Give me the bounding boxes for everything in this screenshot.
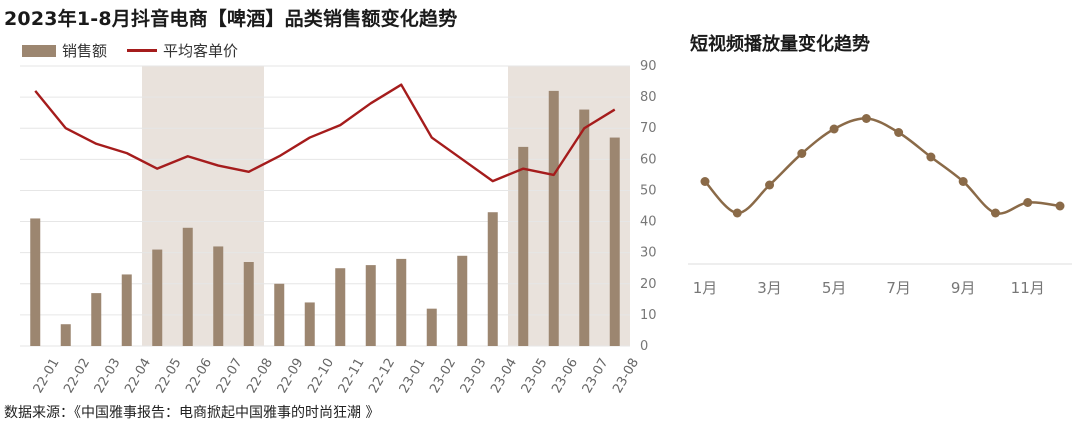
bar-23-04	[487, 212, 498, 346]
y-tick-label: 10	[640, 308, 657, 323]
x-tick-label: 22-06	[183, 356, 215, 396]
right-x-tick-label: 1月	[693, 279, 718, 297]
legend-line-label: 平均客单价	[163, 42, 239, 60]
bar-22-08	[243, 262, 254, 346]
bar-23-02	[426, 308, 437, 346]
bar-22-11	[335, 268, 346, 346]
y-tick-label: 50	[640, 183, 657, 198]
x-tick-label: 23-02	[427, 356, 459, 396]
y-tick-label: 70	[640, 121, 657, 136]
playback-point-9月	[958, 177, 968, 186]
playback-point-10月	[990, 208, 1000, 218]
bar-22-06	[182, 227, 193, 346]
bar-22-10	[304, 302, 315, 346]
x-tick-label: 23-04	[488, 356, 520, 396]
x-tick-label: 23-01	[397, 356, 429, 396]
x-tick-label: 23-05	[519, 356, 551, 396]
bar-23-03	[457, 255, 468, 346]
bar-22-04	[121, 274, 132, 346]
x-tick-label: 22-08	[244, 356, 276, 396]
x-tick-label: 22-03	[92, 356, 124, 396]
x-tick-label: 23-07	[580, 356, 612, 396]
x-tick-label: 22-05	[153, 356, 185, 396]
y-tick-label: 60	[640, 152, 657, 167]
bar-23-06	[548, 90, 559, 346]
y-tick-label: 80	[640, 90, 657, 105]
x-tick-label: 23-06	[549, 356, 581, 396]
right-x-tick-label: 3月	[757, 279, 782, 297]
playback-point-7月	[894, 128, 904, 137]
bar-22-02	[60, 324, 71, 346]
source-note: 数据来源：《中国雅事报告：电商掀起中国雅事的时尚狂潮 》	[4, 405, 380, 421]
chart-title: 2023年1-8月抖音电商【啤酒】品类销售额变化趋势	[4, 8, 458, 30]
x-tick-label: 22-07	[214, 356, 246, 396]
bar-23-05	[518, 146, 529, 346]
bar-22-07	[213, 246, 224, 346]
x-tick-label: 22-09	[275, 356, 307, 396]
bar-23-07	[579, 109, 590, 346]
playback-point-5月	[829, 124, 839, 134]
playback-point-8月	[926, 152, 936, 162]
x-tick-label: 22-10	[305, 356, 337, 396]
bar-23-01	[396, 258, 407, 346]
x-tick-label: 23-03	[458, 356, 490, 396]
playback-point-12月	[1055, 201, 1065, 211]
playback-point-11月	[1023, 198, 1033, 207]
legend-bar-label: 销售额	[62, 42, 108, 60]
avg-price-line	[34, 83, 616, 183]
bar-22-03	[91, 293, 102, 346]
right-x-tick-label: 7月	[886, 279, 911, 297]
right-x-tick-label: 11月	[1011, 279, 1045, 297]
right-chart-title: 短视频播放量变化趋势	[690, 34, 870, 55]
x-tick-label: 22-12	[366, 356, 398, 396]
y-tick-label: 40	[640, 215, 657, 230]
x-tick-label: 22-04	[122, 356, 154, 396]
shaded-period-1	[142, 66, 264, 346]
playback-point-4月	[797, 149, 807, 158]
right-x-tick-label: 9月	[951, 279, 976, 297]
legend-bar-swatch	[22, 44, 56, 57]
playback-point-3月	[765, 180, 775, 190]
bar-22-01	[30, 218, 41, 346]
bar-22-05	[152, 249, 163, 346]
y-tick-label: 20	[640, 277, 657, 292]
playback-point-6月	[861, 114, 871, 123]
bar-22-09	[274, 283, 285, 346]
bar-23-08	[609, 137, 620, 346]
right-x-tick-label: 5月	[822, 279, 847, 297]
playback-point-2月	[732, 208, 742, 218]
y-tick-label: 0	[640, 339, 648, 354]
bar-22-12	[365, 265, 376, 346]
x-tick-label: 22-11	[336, 356, 368, 396]
x-tick-label: 22-02	[61, 356, 93, 396]
legend: 销售额 平均客单价	[22, 40, 238, 61]
playback-point-1月	[700, 177, 710, 186]
x-tick-label: 23-08	[610, 356, 642, 396]
playback-line	[704, 117, 1061, 215]
y-tick-label: 90	[640, 59, 657, 74]
legend-line-swatch	[127, 49, 158, 52]
x-tick-label: 22-01	[31, 356, 63, 396]
y-tick-label: 30	[640, 246, 657, 261]
